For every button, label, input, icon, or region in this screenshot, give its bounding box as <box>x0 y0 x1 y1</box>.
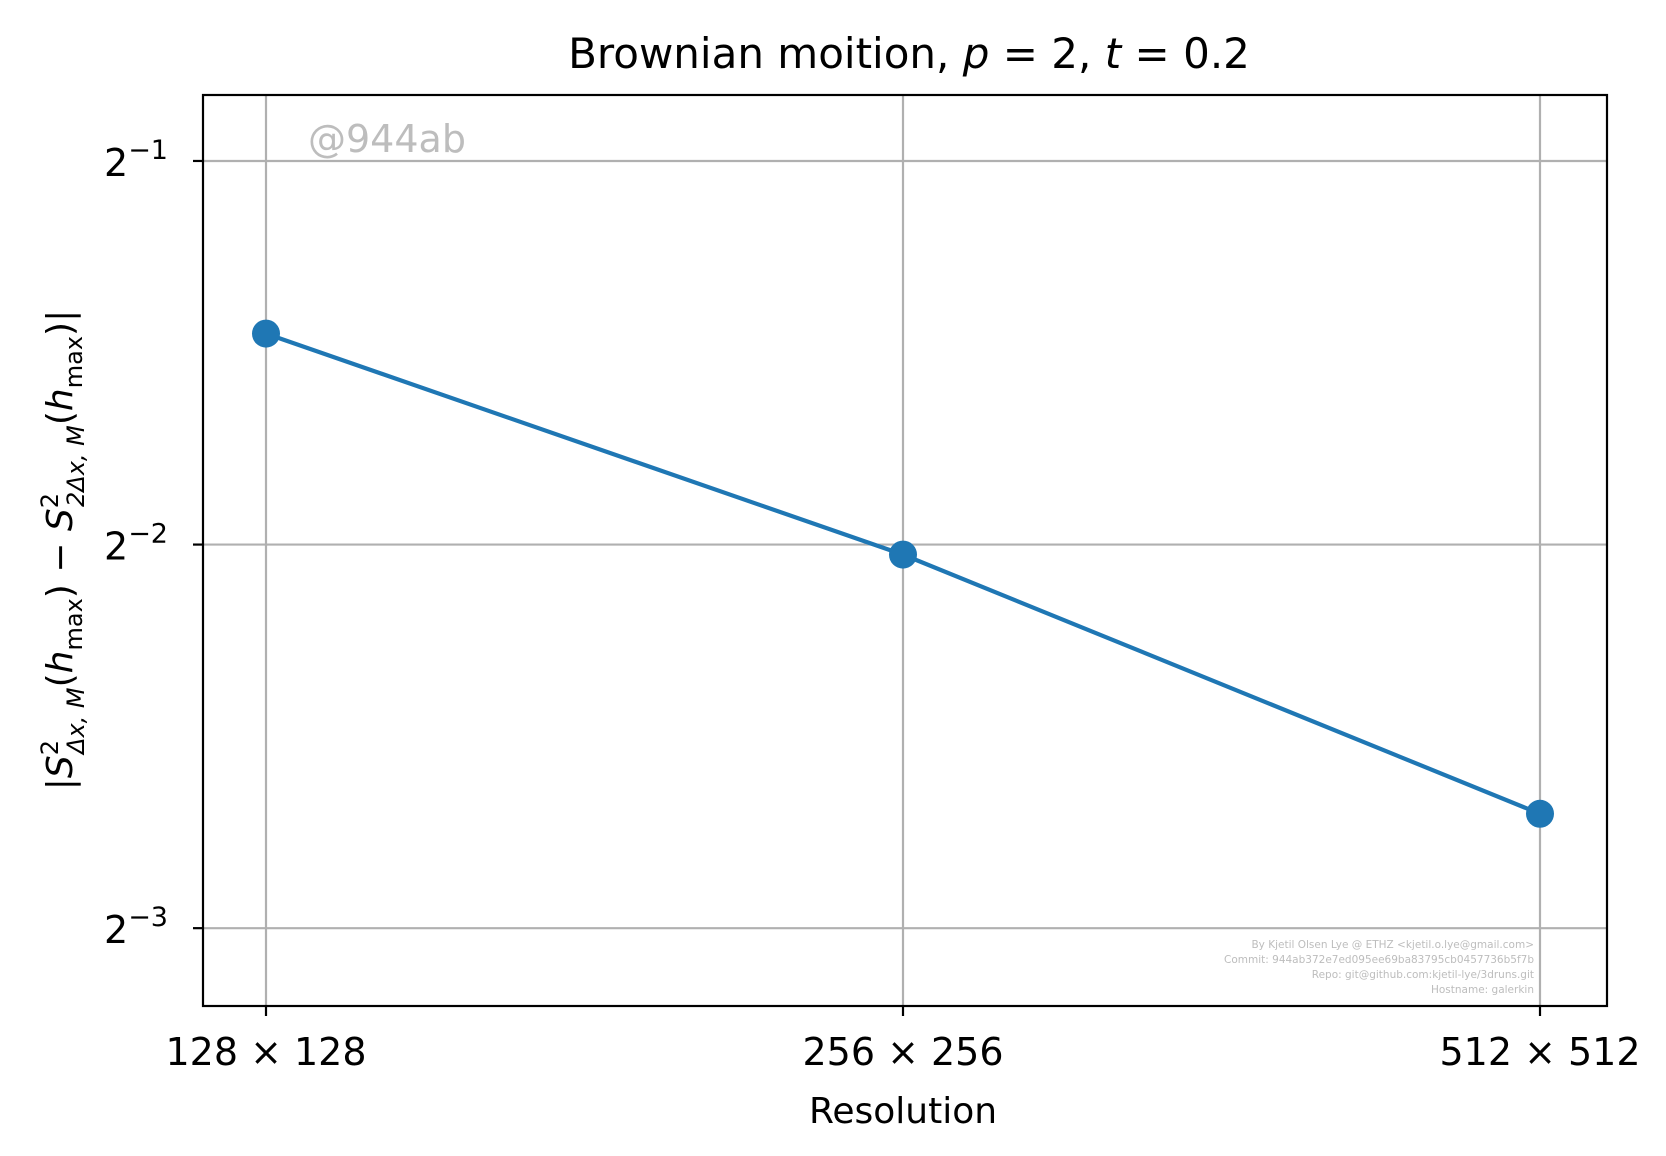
y-tick-label: 2−3 <box>104 902 168 952</box>
tick-layer: 128 × 128 256 × 256 512 × 512 2−1 2−2 2−3 <box>104 135 1641 1074</box>
watermark-text: @944ab <box>308 117 466 161</box>
data-point <box>889 540 917 569</box>
credit-line: By Kjetil Olsen Lye @ ETHZ <kjetil.o.lye… <box>1251 939 1534 951</box>
credit-line: Commit: 944ab372e7ed095ee69ba83795cb0457… <box>1224 954 1534 966</box>
y-axis-label: |S2Δx, M(hmax) − S22Δx, M(hmax)| <box>36 310 90 791</box>
data-point <box>1526 799 1554 828</box>
series-layer <box>252 319 1554 828</box>
x-tick-label: 128 × 128 <box>165 1030 366 1074</box>
credit-line: Repo: git@github.com:kjetil-lye/3druns.g… <box>1312 969 1534 981</box>
chart-title: Brownian moition, p = 2, t = 0.2 <box>568 29 1250 78</box>
x-tick-label: 512 × 512 <box>1439 1030 1640 1074</box>
y-tick-label: 2−1 <box>104 135 168 185</box>
credit-line: Hostname: galerkin <box>1431 984 1534 996</box>
y-tick-label: 2−2 <box>104 519 168 569</box>
credits-block: By Kjetil Olsen Lye @ ETHZ <kjetil.o.lye… <box>1224 939 1534 996</box>
data-point <box>252 319 280 348</box>
x-axis-label: Resolution <box>809 1091 997 1132</box>
plot-frame <box>201 93 1609 1008</box>
x-tick-label: 256 × 256 <box>802 1030 1003 1074</box>
